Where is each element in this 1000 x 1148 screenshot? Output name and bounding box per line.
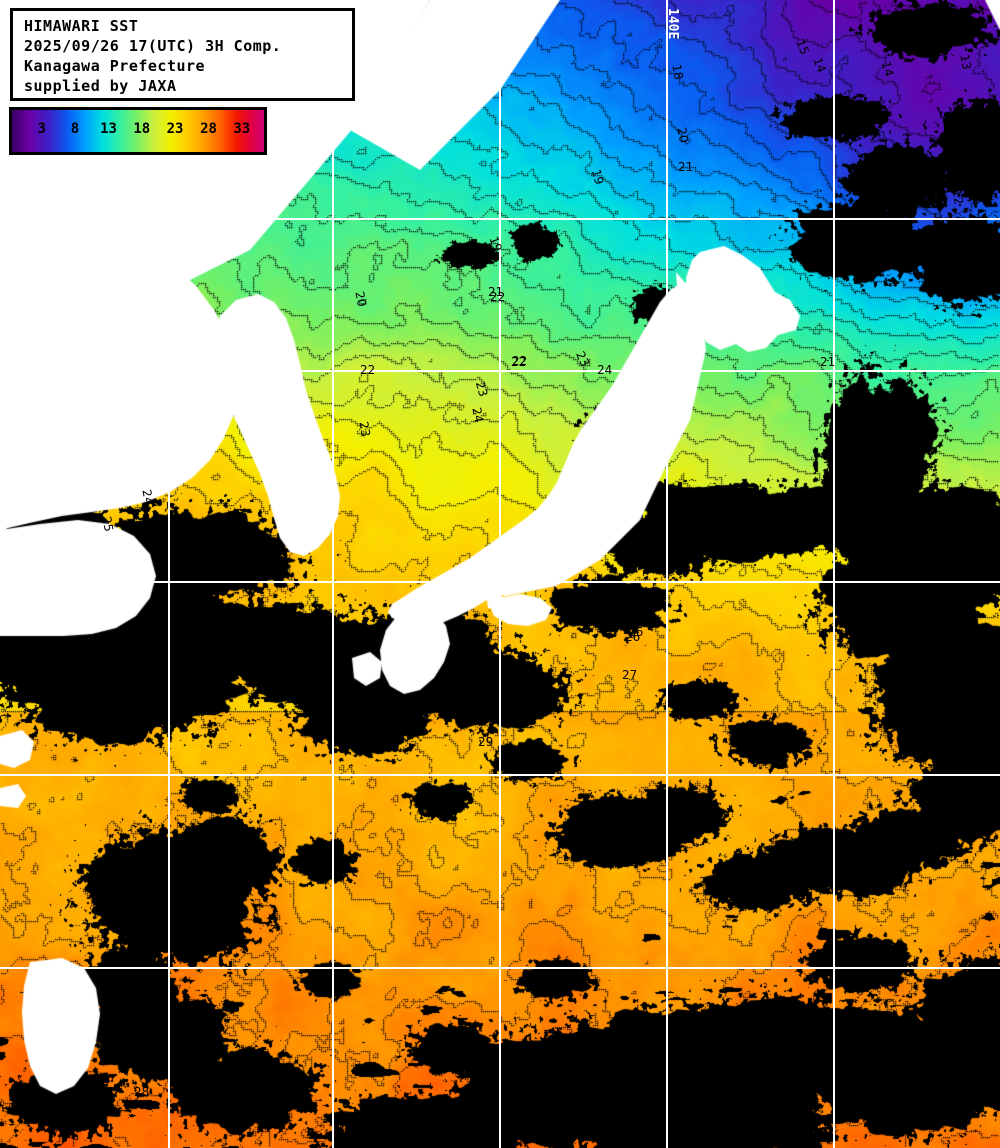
title-line-datetime: 2025/09/26 17(UTC) 3H Comp. [24,37,282,55]
graticule-label-140e: 140E [665,8,680,40]
title-line-credit: supplied by JAXA [24,77,177,95]
colorbar-gradient [12,110,264,152]
colorbar-tick-13: 13 [100,121,117,137]
colorbar-tick-labels: 3 8 13 18 23 28 33 [12,110,264,152]
title-box: HIMAWARI SST 2025/09/26 17(UTC) 3H Comp.… [10,8,355,101]
colorbar: 3 8 13 18 23 28 33 [9,107,267,155]
colorbar-tick-8: 8 [70,121,80,137]
colorbar-tick-28: 28 [200,121,217,137]
colorbar-tick-23: 23 [166,121,184,137]
colorbar-tick-3: 3 [37,121,46,137]
colorbar-tick-33: 33 [233,121,251,137]
title-line-product: HIMAWARI SST [24,17,139,35]
colorbar-tick-18: 18 [133,121,151,137]
title-line-region: Kanagawa Prefecture [24,57,206,75]
